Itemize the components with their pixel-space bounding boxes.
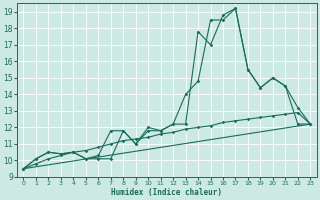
X-axis label: Humidex (Indice chaleur): Humidex (Indice chaleur) [111, 188, 222, 197]
